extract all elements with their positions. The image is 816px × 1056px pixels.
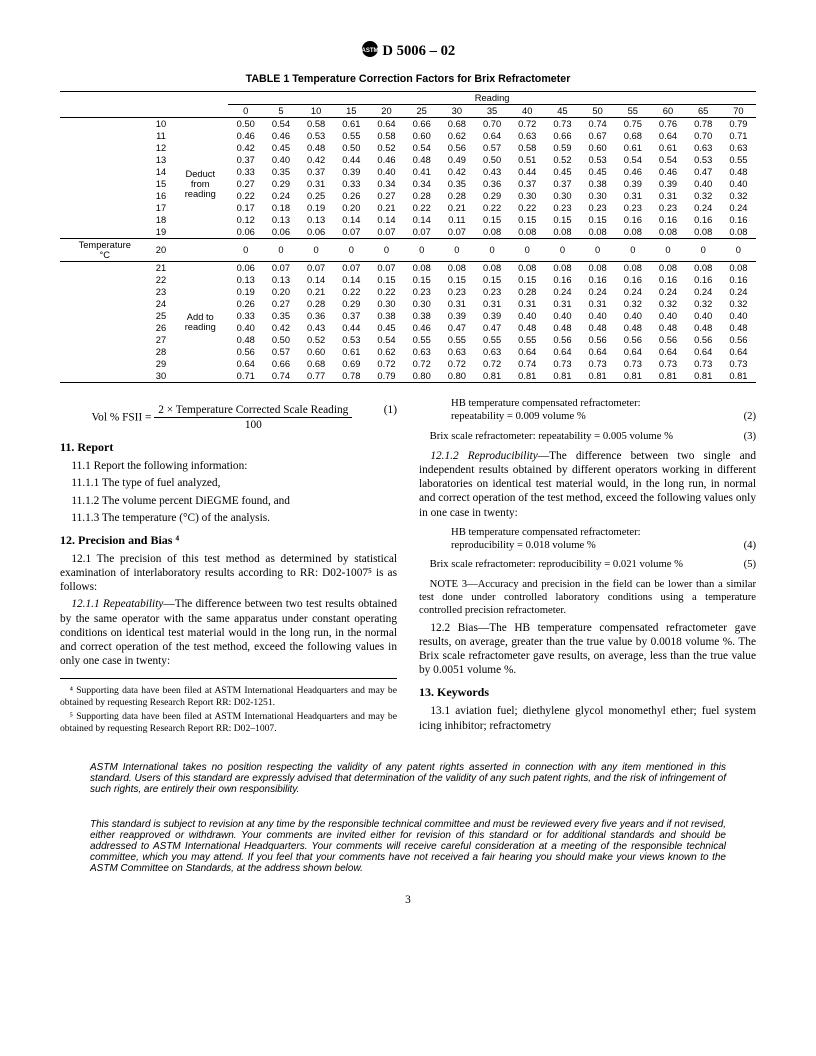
table-row: 210.060.070.070.070.070.080.080.080.080.… xyxy=(60,262,756,275)
col-header: 40 xyxy=(510,105,545,118)
equation-3: Brix scale refractometer: repeatability … xyxy=(419,430,756,443)
table-row: 160.220.240.250.260.270.280.280.290.300.… xyxy=(60,190,756,202)
table-row: 100.500.540.580.610.640.660.680.700.720.… xyxy=(60,118,756,131)
col-header: 0 xyxy=(228,105,263,118)
equation-4: HB temperature compensated refractometer… xyxy=(419,526,756,553)
correction-table: Reading 0510152025303540455055606570 100… xyxy=(60,91,756,383)
col-header: 25 xyxy=(404,105,439,118)
table-row: 280.560.570.600.610.620.630.630.630.640.… xyxy=(60,346,756,358)
table-title: TABLE 1 Temperature Correction Factors f… xyxy=(60,73,756,85)
reading-header: Reading xyxy=(228,92,756,105)
equation-2: HB temperature compensated refractometer… xyxy=(419,397,756,424)
table-row: 240.260.270.280.290.300.300.310.310.310.… xyxy=(60,298,756,310)
footnote-5: ⁵ Supporting data have been filed at AST… xyxy=(60,711,397,735)
astm-logo-icon: ASTM xyxy=(361,40,379,63)
equation-1: Vol % FSII = 2 × Temperature Corrected S… xyxy=(60,403,397,432)
col-header: 60 xyxy=(650,105,685,118)
col-header: 55 xyxy=(615,105,650,118)
footnotes: ⁴ Supporting data have been filed at AST… xyxy=(60,678,397,735)
note-3: NOTE 3—Accuracy and precision in the fie… xyxy=(419,578,756,618)
col-header: 10 xyxy=(299,105,334,118)
designation: D 5006 – 02 xyxy=(382,43,455,59)
table-row: 190.060.060.060.070.070.070.070.080.080.… xyxy=(60,226,756,239)
page-number: 3 xyxy=(60,894,756,906)
legal-notice-1: ASTM International takes no position res… xyxy=(90,762,726,795)
table-row: 290.640.660.680.690.720.720.720.720.740.… xyxy=(60,358,756,370)
temp-axis-label: Temperature°C xyxy=(60,239,150,262)
add-label: Add toreading xyxy=(172,310,228,334)
table-row: 150.270.290.310.330.340.340.350.360.370.… xyxy=(60,178,756,190)
col-header: 35 xyxy=(474,105,509,118)
s11-l2: 11.1.1 The type of fuel analyzed, xyxy=(60,476,397,490)
table-row: 270.480.500.520.530.540.550.550.550.550.… xyxy=(60,334,756,346)
table-row: 260.400.420.430.440.450.460.470.470.480.… xyxy=(60,322,756,334)
col-header: 45 xyxy=(545,105,580,118)
table-row: 120.420.450.480.500.520.540.560.570.580.… xyxy=(60,142,756,154)
section-11-title: 11. Report xyxy=(60,440,397,455)
s13-keywords: 13.1 aviation fuel; diethylene glycol mo… xyxy=(419,704,756,732)
legal-notice-2: This standard is subject to revision at … xyxy=(90,819,726,874)
footnote-4: ⁴ Supporting data have been filed at AST… xyxy=(60,685,397,709)
table-row: Temperature°C20000000000000000 xyxy=(60,239,756,262)
col-header: 20 xyxy=(369,105,404,118)
table-row: 300.710.740.770.780.790.800.800.810.810.… xyxy=(60,370,756,383)
table-row: 130.370.400.420.440.460.480.490.500.510.… xyxy=(60,154,756,166)
col-header: 50 xyxy=(580,105,615,118)
table-row: 220.130.130.140.140.150.150.150.150.150.… xyxy=(60,274,756,286)
table-row: 110.460.460.530.550.580.600.620.640.630.… xyxy=(60,130,756,142)
col-header: 65 xyxy=(686,105,721,118)
s11-l1: 11.1 Report the following information: xyxy=(60,459,397,473)
s11-l3: 11.1.2 The volume percent DiEGME found, … xyxy=(60,494,397,508)
s12-reproducibility: 12.1.2 Reproducibility—The difference be… xyxy=(419,449,756,520)
equation-5: Brix scale refractometer: reproducibilit… xyxy=(419,558,756,571)
section-13-title: 13. Keywords xyxy=(419,685,756,700)
deduct-label: Deductfromreading xyxy=(172,166,228,202)
col-header: 30 xyxy=(439,105,474,118)
col-header: 70 xyxy=(721,105,756,118)
col-header: 15 xyxy=(334,105,369,118)
s11-l4: 11.1.3 The temperature (°C) of the analy… xyxy=(60,511,397,525)
table-row: 14Deductfromreading0.330.350.370.390.400… xyxy=(60,166,756,178)
table-row: 25Add toreading0.330.350.360.370.380.380… xyxy=(60,310,756,322)
table-row: 230.190.200.210.220.220.230.230.230.280.… xyxy=(60,286,756,298)
s12-repeatability: 12.1.1 Repeatability—The difference betw… xyxy=(60,597,397,668)
col-header: 5 xyxy=(263,105,298,118)
page-header: ASTM D 5006 – 02 xyxy=(60,40,756,63)
s12-bias: 12.2 Bias—The HB temperature compensated… xyxy=(419,621,756,678)
s12-p1: 12.1 The precision of this test method a… xyxy=(60,552,397,594)
table-row: 170.170.180.190.200.210.220.210.220.220.… xyxy=(60,202,756,214)
section-12-title: 12. Precision and Bias ⁴ xyxy=(60,533,397,548)
table-row: 180.120.130.130.140.140.140.110.150.150.… xyxy=(60,214,756,226)
svg-text:ASTM: ASTM xyxy=(361,48,378,54)
